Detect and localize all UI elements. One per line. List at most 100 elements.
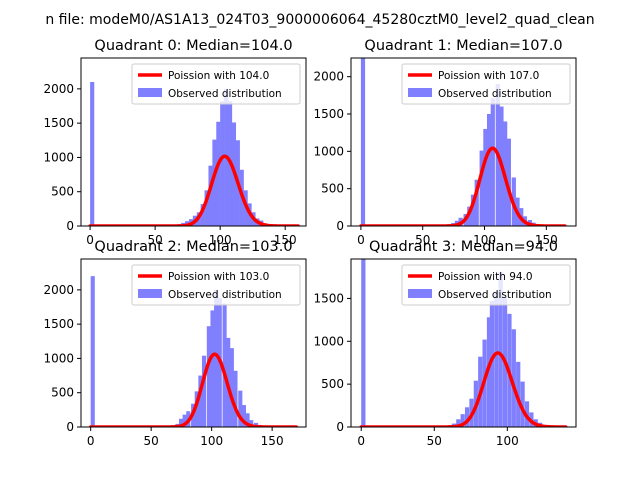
- histogram-bar: [494, 291, 499, 427]
- histogram-bar: [208, 165, 213, 226]
- poisson-curve: [359, 351, 568, 427]
- subplot-title: Quadrant 3: Median=94.0: [369, 239, 558, 255]
- y-tick-label: 1000: [313, 144, 344, 158]
- axes-frame: [80, 57, 307, 227]
- x-tick-label: 50: [415, 233, 430, 247]
- histogram-bar: [194, 391, 199, 427]
- histogram-bar: [361, 259, 366, 427]
- x-tick-label: 50: [147, 233, 162, 247]
- y-tick-label: 500: [321, 182, 344, 196]
- x-tick-label: 150: [261, 434, 284, 448]
- histogram-bar: [238, 390, 243, 427]
- y-tick-label: 1000: [43, 351, 74, 365]
- histogram-bar: [249, 420, 254, 427]
- histogram-bar: [233, 370, 238, 427]
- legend: Poission with 107.0 Observed distribution: [401, 63, 571, 105]
- x-tick-label: 0: [87, 434, 95, 448]
- histogram-bar: [206, 326, 211, 427]
- y-tick-label: 2000: [313, 70, 344, 84]
- axes-frame: [350, 57, 577, 227]
- histogram-bar: [90, 276, 95, 427]
- histogram-bar: [479, 150, 484, 226]
- histogram-bar: [200, 204, 205, 226]
- histogram-bar: [486, 317, 492, 427]
- axes-frame: [350, 258, 577, 428]
- axes-frame: [80, 258, 307, 428]
- histogram-bar: [498, 271, 503, 427]
- histogram-bar: [214, 289, 219, 427]
- y-tick-label: 1000: [313, 334, 344, 348]
- histogram-bar: [220, 101, 225, 226]
- subplot-title: Quadrant 1: Median=107.0: [364, 38, 562, 54]
- poisson-curve: [359, 146, 567, 226]
- histogram-bar: [90, 82, 95, 226]
- legend-bar-swatch: [138, 88, 162, 97]
- legend-label-observed: Observed distribution: [168, 289, 282, 301]
- legend-label-poisson: Poission with 107.0: [438, 70, 539, 82]
- legend-label-poisson: Poission with 103.0: [168, 271, 269, 283]
- legend-box: [131, 63, 301, 105]
- y-tick-label: 0: [66, 219, 74, 233]
- histogram-bar: [486, 114, 492, 226]
- histogram-bar: [483, 128, 488, 226]
- legend-label-poisson: Poission with 104.0: [168, 70, 269, 82]
- plot-area: [359, 58, 567, 226]
- histogram-bar: [245, 413, 250, 427]
- histogram-bar: [490, 98, 495, 226]
- y-tick-label: 1500: [313, 107, 344, 121]
- legend-label-observed: Observed distribution: [168, 88, 282, 100]
- legend-box: [401, 264, 571, 306]
- histogram-bar: [360, 58, 366, 226]
- x-tick-label: 150: [535, 233, 558, 247]
- y-tick-label: 0: [66, 420, 74, 434]
- y-tick-label: 500: [51, 386, 74, 400]
- histogram-bar: [210, 310, 215, 427]
- y-tick-label: 1500: [43, 116, 74, 130]
- plot-area: [359, 259, 568, 427]
- histogram-bar: [489, 301, 495, 427]
- legend-box: [401, 63, 571, 105]
- histogram-bar: [201, 355, 207, 427]
- histogram-bar: [241, 405, 246, 427]
- x-tick-label: 100: [473, 233, 496, 247]
- x-tick-label: 50: [427, 434, 442, 448]
- x-tick-label: 0: [357, 434, 365, 448]
- histogram-bar: [178, 418, 184, 427]
- y-tick-label: 0: [336, 420, 344, 434]
- histogram-bar: [506, 138, 511, 226]
- x-tick-label: 150: [274, 233, 297, 247]
- y-tick-label: 1500: [43, 317, 74, 331]
- y-tick-label: 2000: [43, 82, 74, 96]
- histogram-bar: [198, 375, 203, 427]
- legend-label-observed: Observed distribution: [438, 289, 552, 301]
- legend-box: [131, 264, 301, 306]
- histogram-bar: [470, 194, 476, 226]
- subplot-title: Quadrant 0: Median=104.0: [94, 38, 292, 54]
- histogram-bar: [212, 139, 217, 226]
- poisson-curve: [88, 154, 300, 226]
- legend-label-observed: Observed distribution: [438, 88, 552, 100]
- legend-bar-swatch: [408, 88, 432, 97]
- legend: Poission with 104.0 Observed distribution: [131, 63, 301, 105]
- subplot-title: Quadrant 2: Median=103.0: [94, 239, 292, 255]
- legend-bar-swatch: [408, 289, 432, 298]
- x-tick-label: 100: [200, 434, 223, 448]
- y-tick-label: 1500: [313, 291, 344, 305]
- y-tick-label: 0: [336, 219, 344, 233]
- x-tick-label: 0: [86, 233, 94, 247]
- x-tick-label: 50: [144, 434, 159, 448]
- legend-bar-swatch: [138, 289, 162, 298]
- histogram-bar: [520, 381, 525, 427]
- y-tick-label: 1000: [43, 150, 74, 164]
- legend: Poission with 103.0 Observed distribution: [131, 264, 301, 306]
- legend-label-poisson: Poission with 94.0: [438, 271, 533, 283]
- y-tick-label: 2000: [43, 283, 74, 297]
- histogram-bar: [460, 414, 465, 427]
- histogram-bar: [222, 303, 227, 427]
- plot-area: [88, 82, 300, 226]
